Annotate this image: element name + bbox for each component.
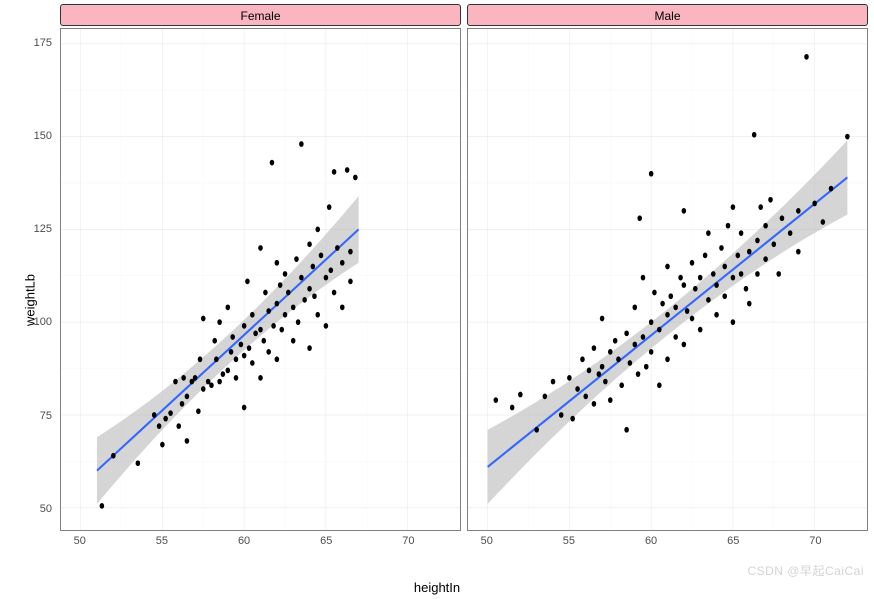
scatter-chart-female: [61, 29, 460, 530]
x-tick-label: 55: [156, 535, 168, 547]
y-tick-label: 125: [34, 223, 52, 235]
x-tick-label: 50: [481, 535, 493, 547]
x-tick-label: 60: [645, 535, 657, 547]
y-tick-label: 75: [40, 410, 52, 422]
watermark-text: CSDN @早起CaiCai: [747, 562, 864, 579]
plot-wrap-male: 50 55 60 65 70: [467, 28, 868, 553]
figure-root: weightLb heightIn Female 507510012515017…: [0, 0, 874, 599]
x-tick-label: 70: [402, 535, 414, 547]
scatter-chart-male: [468, 29, 867, 530]
x-axis-ticks-female: 50 55 60 65 70: [60, 533, 461, 553]
plot-wrap-female: 5075100125150175 5055606570: [60, 28, 461, 553]
y-tick-label: 150: [34, 130, 52, 142]
facet-panel-female: Female 5075100125150175 5055606570: [60, 4, 461, 553]
facet-panels: Female 5075100125150175 5055606570 Male …: [60, 4, 868, 553]
strip-label-female: Female: [60, 4, 461, 26]
y-tick-label: 100: [34, 316, 52, 328]
plot-area-male: [467, 28, 868, 531]
x-tick-label: 60: [238, 535, 250, 547]
y-axis-ticks: 50 75 100 125 150 175: [20, 28, 56, 531]
plot-area-female: [60, 28, 461, 531]
x-tick-label: 70: [809, 535, 821, 547]
y-tick-label: 175: [34, 37, 52, 49]
x-axis-ticks-male: 50 55 60 65 70: [467, 533, 868, 553]
x-tick-label: 65: [320, 535, 332, 547]
x-tick-label: 55: [563, 535, 575, 547]
strip-label-male: Male: [467, 4, 868, 26]
facet-panel-male: Male 50 55 60 65 70: [467, 4, 868, 553]
x-tick-label: 50: [74, 535, 86, 547]
x-tick-label: 65: [727, 535, 739, 547]
y-tick-label: 50: [40, 503, 52, 515]
x-axis-label: heightIn: [414, 580, 460, 595]
